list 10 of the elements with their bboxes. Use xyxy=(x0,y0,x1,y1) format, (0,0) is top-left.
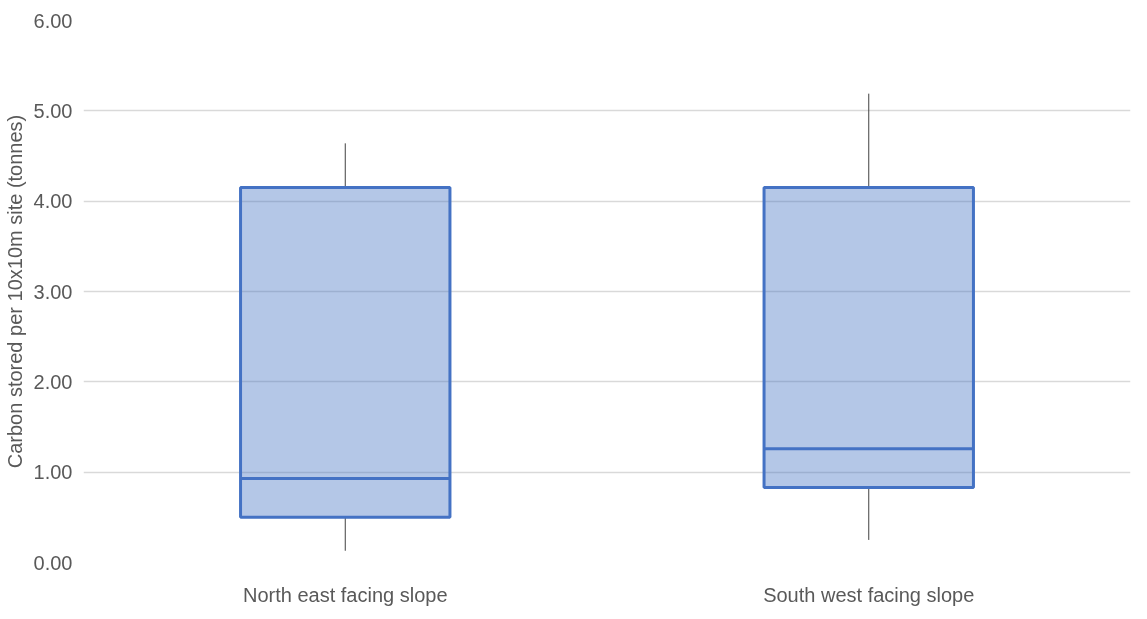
y-tick-label: 4.00 xyxy=(33,190,73,213)
x-tick-label: South west facing slope xyxy=(763,583,975,606)
x-tick-label: North east facing slope xyxy=(242,583,448,606)
y-tick-label: 2.00 xyxy=(33,370,73,393)
y-tick-label: 1.00 xyxy=(33,461,73,484)
y-tick-label: 3.00 xyxy=(33,280,73,303)
y-axis-title: Carbon stored per 10x10m site (tonnes) xyxy=(3,114,26,469)
y-tick-label: 6.00 xyxy=(33,9,73,32)
y-tick-label: 5.00 xyxy=(33,99,73,122)
y-tick-label: 0.00 xyxy=(33,551,73,574)
